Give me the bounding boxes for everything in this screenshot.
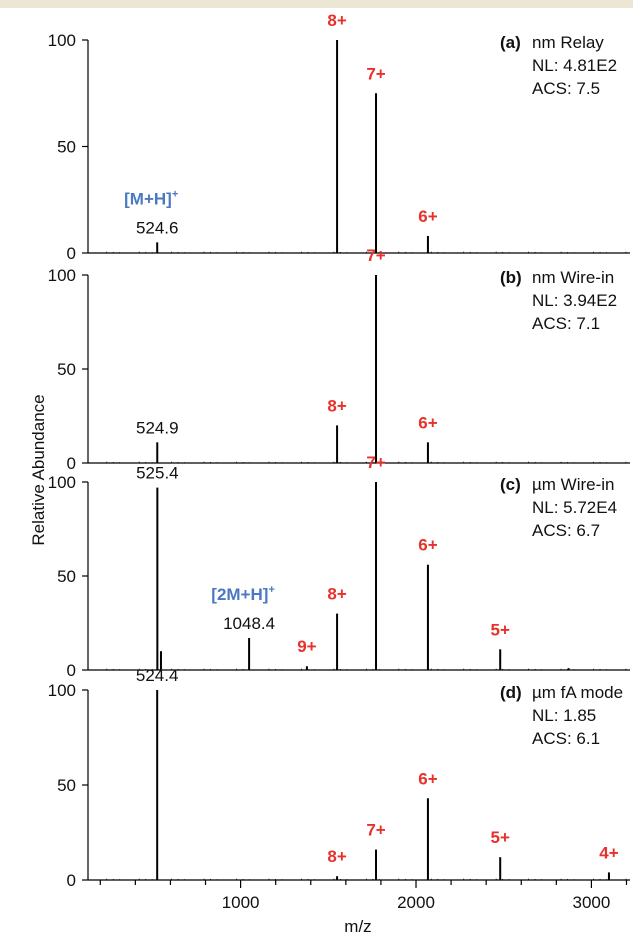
x-tick-label: 3000 [572,893,610,912]
panel-nl: NL: 3.94E2 [532,291,617,310]
y-tick-label: 0 [67,454,76,473]
charge-state-label: 8+ [327,847,346,866]
peak-mz-label: 524.9 [136,418,179,437]
panel-acs: ACS: 7.1 [532,314,600,333]
charge-state-label: 9+ [297,637,316,656]
y-tick-label: 100 [48,31,76,50]
y-tick-label: 50 [57,138,76,157]
charge-state-label: 6+ [418,536,437,555]
panel-tag: (c) [500,475,521,494]
charge-state-label: 4+ [599,843,618,862]
y-tick-label: 50 [57,567,76,586]
peak-mz-label: 524.6 [136,218,179,237]
charge-state-label: 5+ [491,620,510,639]
panel-title: nm Relay [532,33,604,52]
charge-state-label: 6+ [418,769,437,788]
y-tick-label: 0 [67,661,76,680]
panel-acs: ACS: 6.1 [532,729,600,748]
panel-nl: NL: 4.81E2 [532,56,617,75]
x-tick-label: 1000 [222,893,260,912]
panel-tag: (d) [500,683,522,702]
ion-species-label: [M+H]+ [124,188,178,208]
charge-state-label: 7+ [366,64,385,83]
y-tick-label: 100 [48,266,76,285]
panel-title: nm Wire-in [532,268,614,287]
y-tick-label: 0 [67,871,76,890]
panel-title: µm fA mode [532,683,623,702]
top-banner [0,0,633,8]
y-axis-title: Relative Abundance [29,394,48,545]
charge-state-label: 8+ [327,396,346,415]
charge-state-label: 6+ [418,413,437,432]
x-axis-title: m/z [344,917,371,936]
ion-species-label: [2M+H]+ [211,584,275,604]
panel-nl: NL: 1.85 [532,706,596,725]
charge-state-label: 8+ [327,11,346,30]
y-tick-label: 50 [57,776,76,795]
y-tick-label: 100 [48,681,76,700]
charge-state-label: 6+ [418,207,437,226]
charge-state-label: 7+ [366,821,385,840]
charge-state-label: 8+ [327,585,346,604]
peak-mz-label: 524.4 [136,666,179,685]
y-tick-label: 50 [57,360,76,379]
charge-state-label: 7+ [366,453,385,472]
x-tick-label: 2000 [397,893,435,912]
panel-tag: (a) [500,33,521,52]
peak-mz-label: 1048.4 [223,614,275,633]
peak-mz-label: 525.4 [136,464,179,483]
charge-state-label: 5+ [491,828,510,847]
panel-acs: ACS: 7.5 [532,79,600,98]
panel-acs: ACS: 6.7 [532,521,600,540]
panel-tag: (b) [500,268,522,287]
y-tick-label: 100 [48,473,76,492]
panel-nl: NL: 5.72E4 [532,498,617,517]
panel-title: µm Wire-in [532,475,615,494]
charge-state-label: 7+ [366,246,385,265]
y-tick-label: 0 [67,244,76,263]
